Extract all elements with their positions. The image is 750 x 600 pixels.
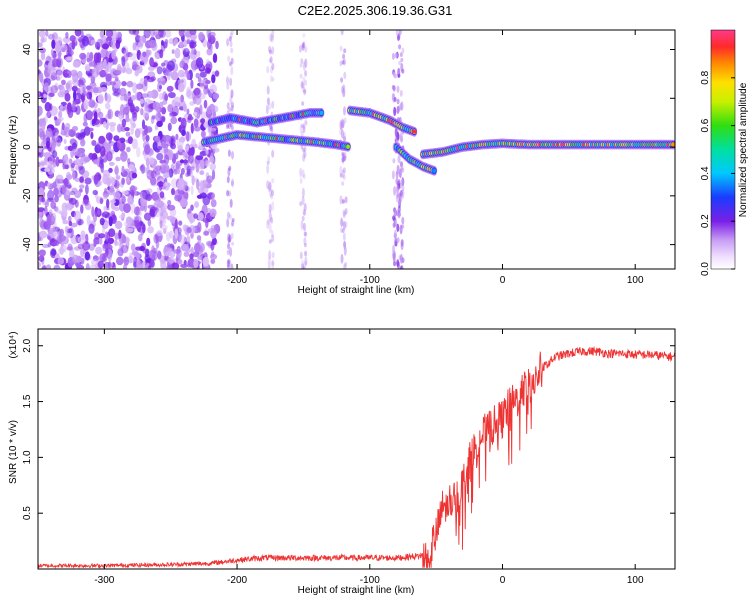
colorbar-tick-label: 0.0: [700, 262, 711, 276]
spectrogram-track-5: [419, 138, 675, 160]
snr-y-tick-label: 1.0: [22, 450, 33, 464]
colorbar-tick-label: 0.8: [700, 70, 711, 84]
snr-x-ticks: -300 -200 -100 0 100: [94, 329, 644, 586]
figure-title: C2E2.2025.306.19.36.G31: [298, 3, 453, 18]
colorbar-label: Normalized spectral amplitude: [738, 82, 749, 217]
snr-x-tick-label: -300: [94, 575, 114, 586]
colorbar-ticks: 0.0 0.2 0.4 0.6 0.8: [700, 70, 735, 276]
colorbar-tick-label: 0.2: [700, 214, 711, 228]
spectrogram-x-tick-label: -100: [360, 275, 380, 286]
spectrogram-x-tick-label: -200: [227, 275, 247, 286]
colorbar-gradient: [710, 29, 736, 270]
spectrogram-x-ticks: -300 -200 -100 0 100: [94, 30, 644, 286]
snr-x-tick-label: -100: [360, 575, 380, 586]
snr-x-tick-label: -200: [227, 575, 247, 586]
snr-y-tick-label: 1.5: [22, 394, 33, 408]
spectrogram-y-tick-label: 40: [22, 44, 33, 56]
spectrogram-y-axis-label: Frequency (Hz): [8, 116, 19, 185]
snr-frame: [37, 328, 676, 570]
snr-y-ticks: 0.5 1.0 1.5 2.0: [22, 338, 675, 520]
snr-x-tick-label: 0: [500, 575, 506, 586]
spectrogram-plot-area: [38, 30, 675, 269]
snr-x-axis-label: Height of straight line (km): [298, 585, 415, 596]
spectrogram-x-tick-label: 100: [627, 275, 644, 286]
snr-y-tick-label: 0.5: [22, 506, 33, 520]
spectrogram-x-axis-label: Height of straight line (km): [298, 285, 415, 296]
spectrogram-track-2: [207, 107, 325, 128]
spectrogram-track-3: [346, 105, 418, 137]
spectrogram-x-tick-label: 0: [500, 275, 506, 286]
spectrogram-y-tick-label: 20: [22, 92, 33, 104]
spectrogram-track-1: [200, 129, 351, 152]
snr-panel: -300 -200 -100 0 100 0.5 1.0 1.5 2.0 Height of …: [8, 328, 676, 596]
snr-series-line: [38, 345, 675, 569]
spectrogram-x-tick-label: -300: [94, 275, 114, 286]
snr-y-multiplier: (x10⁴): [8, 331, 19, 358]
snr-plot-area: [38, 345, 675, 569]
spectrogram-y-tick-label: 0: [22, 144, 33, 150]
spectrogram-y-tick-label: -40: [22, 237, 33, 252]
snr-y-axis-label: SNR (10 * v/v): [8, 420, 19, 484]
snr-x-tick-label: 100: [627, 575, 644, 586]
spectrogram-frame: [37, 29, 676, 270]
spectrogram-track-4: [393, 142, 438, 176]
colorbar-tick-label: 0.6: [700, 118, 711, 132]
spectrogram-noise: [38, 30, 405, 269]
spectrogram-y-ticks: -40 -20 0 20 40: [22, 44, 675, 252]
spectrogram-y-tick-label: -20: [22, 188, 33, 203]
snr-y-tick-label: 2.0: [22, 338, 33, 352]
colorbar-tick-label: 0.4: [700, 166, 711, 180]
colorbar: 0.0 0.2 0.4 0.6 0.8 Normalized spectral ampl…: [700, 29, 749, 276]
